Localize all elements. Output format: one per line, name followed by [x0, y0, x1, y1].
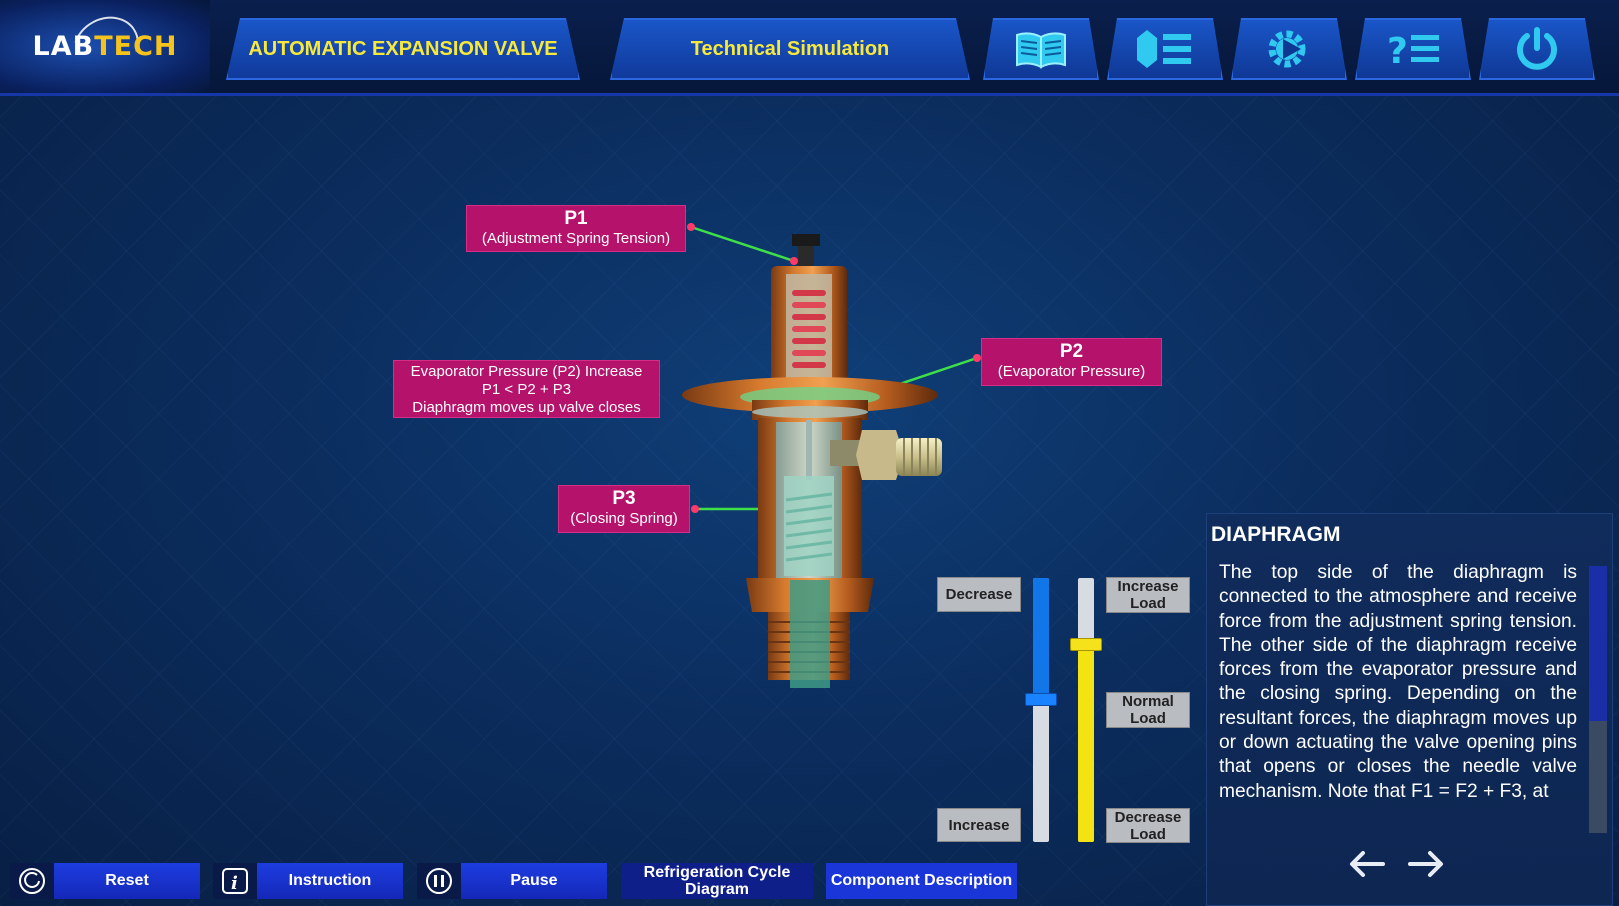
decrease-load-label[interactable]: Decrease Load	[1106, 808, 1190, 843]
pressure-slider-thumb[interactable]	[1025, 693, 1057, 707]
pressure-increase-label[interactable]: Increase	[937, 808, 1021, 842]
state-line-2: P1 < P2 + P3	[481, 381, 572, 398]
p1-label: P1 (Adjustment Spring Tension)	[466, 205, 686, 252]
instruction-icon-box: i	[213, 863, 257, 899]
next-page-button[interactable]	[1403, 847, 1449, 881]
state-line-1: Evaporator Pressure (P2) Increase	[410, 363, 643, 380]
description-title: DIAPHRAGM	[1211, 523, 1341, 546]
help-button[interactable]: ?	[1355, 18, 1471, 80]
svg-text:?: ?	[1387, 31, 1408, 71]
book-icon	[1013, 29, 1069, 69]
reset-icon	[19, 868, 45, 894]
arrow-left-icon	[1350, 851, 1385, 877]
logo-text: LABTECH	[33, 31, 178, 62]
power-icon	[1512, 26, 1562, 72]
arrow-right-icon	[1408, 851, 1443, 877]
simulation-button[interactable]	[1231, 18, 1347, 80]
closing-spring-chamber	[784, 476, 834, 576]
pressure-decrease-label[interactable]: Decrease	[937, 577, 1021, 612]
previous-page-button[interactable]	[1344, 847, 1390, 881]
module-title: AUTOMATIC EXPANSION VALVE	[226, 18, 580, 80]
components-button[interactable]	[1107, 18, 1223, 80]
pause-label: Pause	[510, 872, 558, 889]
top-bar: LABTECH AUTOMATIC EXPANSION VALVE Techni…	[0, 0, 1619, 96]
state-line-3: Diaphragm moves up valve closes	[412, 399, 641, 416]
description-scrollbar[interactable]	[1589, 566, 1607, 833]
p1-desc: (Adjustment Spring Tension)	[481, 230, 671, 247]
help-list-icon: ?	[1385, 27, 1441, 71]
valve-state-label: Evaporator Pressure (P2) Increase P1 < P…	[393, 360, 660, 418]
adjustment-spring	[792, 290, 826, 368]
outlet-passage	[790, 580, 830, 688]
description-text: The top side of the diaphragm is connect…	[1219, 562, 1577, 802]
pause-button[interactable]: Pause	[417, 863, 607, 899]
instruction-button[interactable]: i Instruction	[213, 863, 403, 899]
load-slider-track[interactable]	[1078, 578, 1094, 842]
p3-desc: (Closing Spring)	[570, 510, 678, 527]
component-description-button[interactable]: Component Description	[826, 863, 1017, 899]
svg-text:i: i	[231, 873, 238, 894]
pause-icon	[426, 868, 452, 894]
description-scroll-thumb[interactable]	[1589, 566, 1607, 721]
refrigeration-cycle-label: Refrigeration Cycle Diagram	[643, 864, 791, 898]
pressure-slider-track[interactable]	[1033, 578, 1049, 842]
load-slider-thumb[interactable]	[1070, 638, 1102, 651]
mode-title: Technical Simulation	[610, 18, 970, 80]
p3-label: P3 (Closing Spring)	[558, 485, 690, 533]
logo-text-lab: LAB	[32, 31, 95, 62]
component-list-icon	[1135, 28, 1195, 70]
p2-label: P2 (Evaporator Pressure)	[981, 338, 1162, 386]
inlet-nut	[856, 430, 904, 480]
info-icon: i	[222, 868, 248, 894]
reset-icon-box	[10, 863, 54, 899]
p2-desc: (Evaporator Pressure)	[997, 363, 1146, 380]
pressure-slider-fill	[1033, 578, 1049, 700]
p3-name: P3	[612, 488, 636, 509]
increase-load-label[interactable]: Increase Load	[1106, 577, 1190, 613]
component-description-panel: DIAPHRAGM The top side of the diaphragm …	[1206, 513, 1613, 906]
p2-name: P2	[1059, 341, 1084, 362]
normal-load-label[interactable]: Normal Load	[1106, 692, 1190, 728]
load-slider-fill	[1078, 644, 1094, 842]
logo-text-tech: TECH	[94, 31, 178, 62]
p1-name: P1	[564, 208, 588, 229]
reset-button[interactable]: Reset	[10, 863, 200, 899]
pause-icon-box	[417, 863, 461, 899]
adjustment-screw-shaft	[798, 246, 814, 270]
power-button[interactable]	[1479, 18, 1595, 80]
component-description-label: Component Description	[830, 872, 1013, 889]
simulation-gear-icon	[1263, 26, 1315, 72]
instruction-label: Instruction	[288, 872, 372, 889]
reset-label: Reset	[105, 872, 149, 889]
labtech-logo: LABTECH	[0, 0, 210, 93]
adjustment-screw-head	[792, 234, 820, 246]
book-button[interactable]	[983, 18, 1099, 80]
refrigeration-cycle-button[interactable]: Refrigeration Cycle Diagram	[621, 863, 813, 899]
closing-spring	[785, 492, 833, 562]
